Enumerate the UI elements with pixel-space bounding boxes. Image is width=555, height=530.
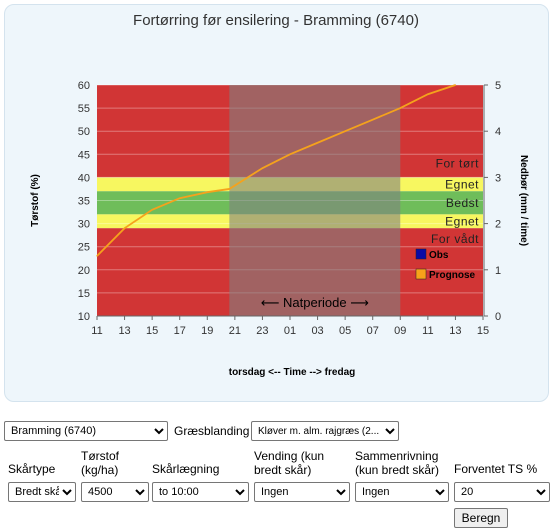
x-tick-label: 13 xyxy=(118,325,130,337)
series-point xyxy=(96,255,98,257)
series-point xyxy=(344,130,346,132)
chart-area: Fortørring før ensilering - Bramming (67… xyxy=(30,12,529,378)
dry-matter-select[interactable]: 4500 xyxy=(81,482,149,502)
band-label-0: For tørt xyxy=(436,156,479,170)
chart-panel: Fortørring før ensilering - Bramming (67… xyxy=(4,4,549,402)
x-tick-label: 09 xyxy=(394,325,406,337)
y-left-tick-label: 40 xyxy=(78,172,90,184)
x-tick-label: 05 xyxy=(339,325,351,337)
series-point xyxy=(261,167,264,169)
x-tick-label: 03 xyxy=(311,325,323,337)
x-tick-label: 19 xyxy=(201,325,213,337)
band-label-4: For vådt xyxy=(431,232,479,246)
y-right-tick-label: 2 xyxy=(495,219,501,231)
series-point xyxy=(228,188,230,190)
expected-ts-label: Forventet TS % xyxy=(454,462,538,476)
cut-type-select[interactable]: Bredt skå xyxy=(8,482,76,502)
x-tick-label: 11 xyxy=(422,325,433,337)
cut-type-label: Skårtype xyxy=(8,462,56,476)
series-point xyxy=(399,107,401,109)
x-tick-label: 15 xyxy=(146,325,158,337)
turning-select[interactable]: Ingen xyxy=(254,482,350,502)
y-left-tick-label: 45 xyxy=(78,149,90,161)
x-tick-label: 01 xyxy=(284,325,296,337)
mowing-time-label: Skårlægning xyxy=(152,462,220,476)
mowing-time-select[interactable]: to 10:00 xyxy=(152,482,249,502)
grass-mix-label: Græsblanding xyxy=(174,424,250,438)
y-left-tick-label: 10 xyxy=(78,311,90,323)
night-period-overlay xyxy=(229,85,401,316)
turning-label: Vending (kun bredt skår) xyxy=(254,449,325,477)
series-point xyxy=(427,93,429,95)
x-tick-label: 23 xyxy=(256,325,268,337)
y-left-tick-label: 15 xyxy=(78,288,90,300)
y-left-tick-label: 35 xyxy=(78,196,90,208)
legend-swatch-0 xyxy=(415,248,427,260)
compute-button[interactable]: Beregn xyxy=(454,508,508,528)
y-right-tick-label: 3 xyxy=(495,172,501,184)
x-tick-label: 15 xyxy=(477,325,489,337)
series-point xyxy=(454,84,457,86)
series-point xyxy=(206,191,208,193)
y-left-tick-label: 30 xyxy=(78,219,90,231)
x-axis-label: torsdag <-- Time --> fredag xyxy=(229,367,356,378)
x-tick-label: 13 xyxy=(449,325,461,337)
y-right-axis-label: Nedbør (mm / time) xyxy=(518,155,529,246)
raking-label: Sammenrivning (kun bredt skår) xyxy=(355,449,440,477)
band-label-3: Egnet xyxy=(445,214,479,228)
x-tick-label: 17 xyxy=(174,325,186,337)
y-right-tick-label: 0 xyxy=(495,311,501,323)
legend-swatch-1 xyxy=(415,268,427,280)
expected-ts-select[interactable]: 20 xyxy=(454,482,550,502)
y-left-axis-label: Tørstof (%) xyxy=(30,174,41,227)
dry-matter-label: Tørstof (kg/ha) xyxy=(81,449,119,477)
y-right-tick-label: 4 xyxy=(495,126,501,138)
night-period-label: ⟵ Natperiode ⟶ xyxy=(261,295,369,310)
x-tick-label: 07 xyxy=(367,325,379,337)
location-select[interactable]: Bramming (6740) xyxy=(4,421,168,441)
series-point xyxy=(316,142,319,144)
y-left-tick-label: 20 xyxy=(78,265,90,277)
y-right-tick-label: 1 xyxy=(495,265,501,277)
raking-select[interactable]: Ingen xyxy=(355,482,449,502)
series-point xyxy=(289,153,291,155)
x-tick-label: 11 xyxy=(91,325,102,337)
band-label-2: Bedst xyxy=(446,196,479,210)
band-label-1: Egnet xyxy=(445,177,479,191)
legend-label-0: Obs xyxy=(429,250,449,261)
chart-title: Fortørring før ensilering - Bramming (67… xyxy=(133,12,419,29)
grass-mix-select[interactable]: Kløver m. alm. rajgræs (2... xyxy=(251,421,399,441)
series-point xyxy=(372,119,374,121)
y-left-tick-label: 60 xyxy=(78,80,90,92)
y-left-tick-label: 55 xyxy=(78,103,90,115)
series-point xyxy=(151,209,153,211)
x-tick-label: 21 xyxy=(229,325,241,337)
y-left-tick-label: 50 xyxy=(78,126,90,138)
y-right-tick-label: 5 xyxy=(495,80,501,92)
y-left-tick-label: 25 xyxy=(78,242,90,254)
series-line-0 xyxy=(96,84,456,257)
legend-label-1: Prognose xyxy=(429,270,476,281)
series-point xyxy=(179,197,181,199)
series-point xyxy=(123,227,126,229)
